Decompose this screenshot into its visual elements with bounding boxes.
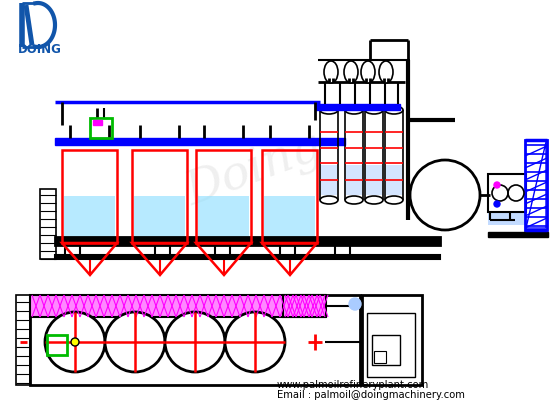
Bar xyxy=(264,196,315,241)
Text: Email : palmoil@doingmachinery.com: Email : palmoil@doingmachinery.com xyxy=(277,390,465,400)
Ellipse shape xyxy=(344,61,358,83)
Ellipse shape xyxy=(365,196,383,204)
Ellipse shape xyxy=(385,196,403,204)
Bar xyxy=(93,120,102,125)
Circle shape xyxy=(45,312,105,372)
Ellipse shape xyxy=(320,106,338,114)
Bar xyxy=(55,237,440,245)
Bar xyxy=(132,150,187,243)
Bar xyxy=(362,295,422,385)
Ellipse shape xyxy=(345,196,363,204)
Ellipse shape xyxy=(324,61,338,83)
Circle shape xyxy=(349,298,361,310)
Bar xyxy=(315,104,400,110)
Bar xyxy=(488,232,548,237)
Bar xyxy=(488,174,526,212)
Bar xyxy=(198,196,249,241)
Ellipse shape xyxy=(385,106,403,114)
Bar xyxy=(367,313,415,377)
Bar xyxy=(16,295,30,385)
Bar xyxy=(262,150,317,243)
Bar xyxy=(283,295,326,317)
Bar xyxy=(372,335,400,365)
Bar xyxy=(55,138,345,145)
Ellipse shape xyxy=(361,61,375,83)
Bar xyxy=(386,165,402,195)
Bar xyxy=(47,335,67,355)
Bar xyxy=(62,150,117,243)
Bar xyxy=(366,165,382,195)
Circle shape xyxy=(165,312,225,372)
Circle shape xyxy=(494,201,500,207)
Bar xyxy=(30,295,325,317)
Ellipse shape xyxy=(379,61,393,83)
Bar xyxy=(346,165,362,195)
Bar xyxy=(55,255,440,259)
Bar xyxy=(488,211,526,225)
Bar xyxy=(196,150,251,243)
Bar xyxy=(64,196,115,241)
Ellipse shape xyxy=(345,106,363,114)
Circle shape xyxy=(71,338,79,346)
Text: www.palmoilrefineryplant.com: www.palmoilrefineryplant.com xyxy=(277,380,429,390)
Ellipse shape xyxy=(320,196,338,204)
Circle shape xyxy=(105,312,165,372)
Bar xyxy=(525,140,547,230)
Bar xyxy=(134,196,185,241)
Bar xyxy=(30,295,360,385)
Text: Doing: Doing xyxy=(180,124,329,216)
Bar xyxy=(90,118,112,138)
Bar xyxy=(374,351,386,363)
Circle shape xyxy=(494,182,500,188)
Circle shape xyxy=(225,312,285,372)
Text: DOING: DOING xyxy=(18,43,62,56)
Bar xyxy=(40,189,56,259)
Bar xyxy=(321,165,337,195)
Ellipse shape xyxy=(365,106,383,114)
